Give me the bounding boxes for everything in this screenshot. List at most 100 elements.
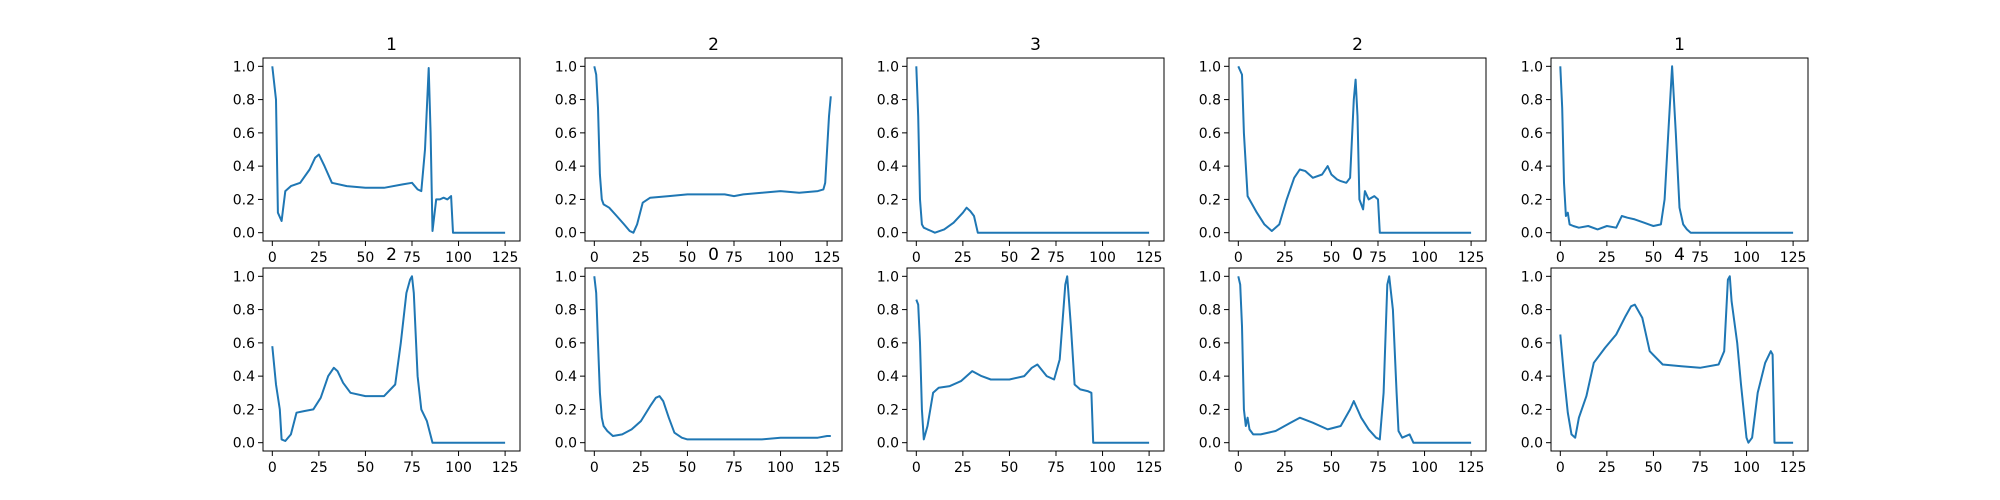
x-tick-label: 75: [403, 460, 421, 476]
series-line: [593, 66, 832, 234]
y-tick-label: 0.2: [233, 402, 255, 418]
subplot-10: 4 0 25 50 75 100 125 0.0 0.2 0.4 0.6 0.8 1.0: [1521, 245, 1809, 476]
y-tick-label: 0.8: [1521, 93, 1543, 109]
y-tick-label: 0.4: [233, 369, 255, 385]
y-tick-label: 0.0: [1199, 226, 1221, 242]
y-tick-label: 0.8: [877, 93, 899, 109]
x-tick-label: 50: [357, 460, 375, 476]
x-tick-label: 25: [954, 250, 972, 266]
x-tick-label: 125: [814, 250, 841, 266]
subplot-title: 3: [1030, 35, 1041, 55]
x-tick-label: 125: [1136, 460, 1163, 476]
y-tick-label: 0.4: [555, 369, 577, 385]
y-tick-label: 0.6: [877, 336, 899, 352]
x-tick-label: 25: [1276, 460, 1294, 476]
axes-frame: [1228, 57, 1487, 242]
x-tick-label: 0: [1556, 250, 1565, 266]
y-tick-label: 0.0: [233, 226, 255, 242]
series-line: [915, 275, 1150, 444]
axes-frame: [584, 57, 843, 242]
y-tick-label: 0.2: [1521, 192, 1543, 208]
x-tick-label: 25: [1598, 250, 1616, 266]
y-tick-label: 1.0: [877, 269, 899, 285]
subplot-title: 0: [708, 245, 719, 265]
y-tick-label: 0.2: [877, 192, 899, 208]
y-tick-label: 0.4: [877, 159, 899, 175]
x-tick-label: 100: [1733, 250, 1760, 266]
y-tick-label: 1.0: [1521, 59, 1543, 75]
x-tick-label: 75: [1369, 460, 1387, 476]
y-tick-label: 0.2: [233, 192, 255, 208]
x-tick-label: 0: [268, 460, 277, 476]
axes-frame: [906, 57, 1165, 242]
subplot-9: 0 0 25 50 75 100 125 0.0 0.2 0.4 0.6 0.8 1.0: [1199, 245, 1487, 476]
subplot-7: 0 0 25 50 75 100 125 0.0 0.2 0.4 0.6 0.8 1.0: [555, 245, 843, 476]
y-tick-label: 0.8: [1199, 303, 1221, 319]
y-tick-label: 0.6: [555, 336, 577, 352]
y-tick-label: 0.6: [1521, 336, 1543, 352]
x-tick-label: 100: [1411, 250, 1438, 266]
y-tick-label: 0.0: [877, 436, 899, 452]
subplot-title: 1: [1674, 35, 1685, 55]
y-tick-label: 1.0: [877, 59, 899, 75]
y-tick-label: 0.8: [1521, 303, 1543, 319]
subplot-5: 1 0 25 50 75 100 125 0.0 0.2 0.4 0.6 0.8 1.0: [1521, 35, 1809, 266]
x-tick-label: 75: [403, 250, 421, 266]
y-tick-label: 0.4: [877, 369, 899, 385]
x-tick-label: 0: [268, 250, 277, 266]
y-tick-label: 0.2: [1199, 192, 1221, 208]
x-tick-label: 125: [1458, 460, 1485, 476]
y-tick-label: 0.0: [555, 226, 577, 242]
subplot-title: 2: [386, 245, 397, 265]
x-tick-label: 0: [1234, 250, 1243, 266]
y-tick-label: 0.0: [877, 226, 899, 242]
x-tick-label: 100: [767, 460, 794, 476]
subplot-4: 2 0 25 50 75 100 125 0.0 0.2 0.4 0.6 0.8 1.0: [1199, 35, 1487, 266]
x-tick-label: 75: [1691, 460, 1709, 476]
x-tick-label: 0: [912, 250, 921, 266]
y-tick-label: 1.0: [233, 269, 255, 285]
subplot-2: 2 0 25 50 75 100 125 0.0 0.2 0.4 0.6 0.8 1.0: [555, 35, 843, 266]
x-tick-label: 100: [1089, 460, 1116, 476]
subplot-title: 2: [708, 35, 719, 55]
subplot-1: 1 0 25 50 75 100 125 0.0 0.2 0.4 0.6 0.8 1.0: [233, 35, 521, 266]
x-tick-label: 125: [1136, 250, 1163, 266]
y-tick-label: 0.6: [555, 126, 577, 142]
x-tick-label: 25: [632, 250, 650, 266]
axes-frame: [906, 267, 1165, 452]
y-tick-label: 0.0: [233, 436, 255, 452]
axes-frame: [262, 57, 521, 242]
x-tick-label: 25: [310, 250, 328, 266]
x-tick-label: 25: [954, 460, 972, 476]
y-tick-label: 0.4: [1521, 159, 1543, 175]
y-tick-label: 0.8: [1199, 93, 1221, 109]
x-tick-label: 50: [1645, 250, 1663, 266]
y-tick-label: 0.8: [233, 93, 255, 109]
x-tick-label: 0: [590, 460, 599, 476]
x-tick-label: 125: [1458, 250, 1485, 266]
y-tick-label: 0.2: [877, 402, 899, 418]
y-tick-label: 0.4: [233, 159, 255, 175]
y-tick-label: 0.0: [1521, 436, 1543, 452]
y-tick-label: 0.2: [1199, 402, 1221, 418]
y-tick-label: 1.0: [555, 59, 577, 75]
x-tick-label: 125: [492, 460, 519, 476]
x-tick-label: 50: [679, 250, 697, 266]
x-tick-label: 50: [1323, 460, 1341, 476]
x-tick-label: 100: [1089, 250, 1116, 266]
x-tick-label: 50: [679, 460, 697, 476]
x-tick-label: 75: [725, 250, 743, 266]
x-tick-label: 50: [1323, 250, 1341, 266]
subplot-title: 2: [1352, 35, 1363, 55]
x-tick-label: 100: [445, 250, 472, 266]
x-tick-label: 0: [912, 460, 921, 476]
y-tick-label: 1.0: [555, 269, 577, 285]
y-tick-label: 0.6: [1199, 336, 1221, 352]
series-line: [271, 275, 506, 444]
x-tick-label: 125: [1780, 250, 1807, 266]
y-tick-label: 0.6: [233, 126, 255, 142]
subplot-title: 4: [1674, 245, 1685, 265]
x-tick-label: 125: [1780, 460, 1807, 476]
series-line: [1559, 275, 1794, 444]
